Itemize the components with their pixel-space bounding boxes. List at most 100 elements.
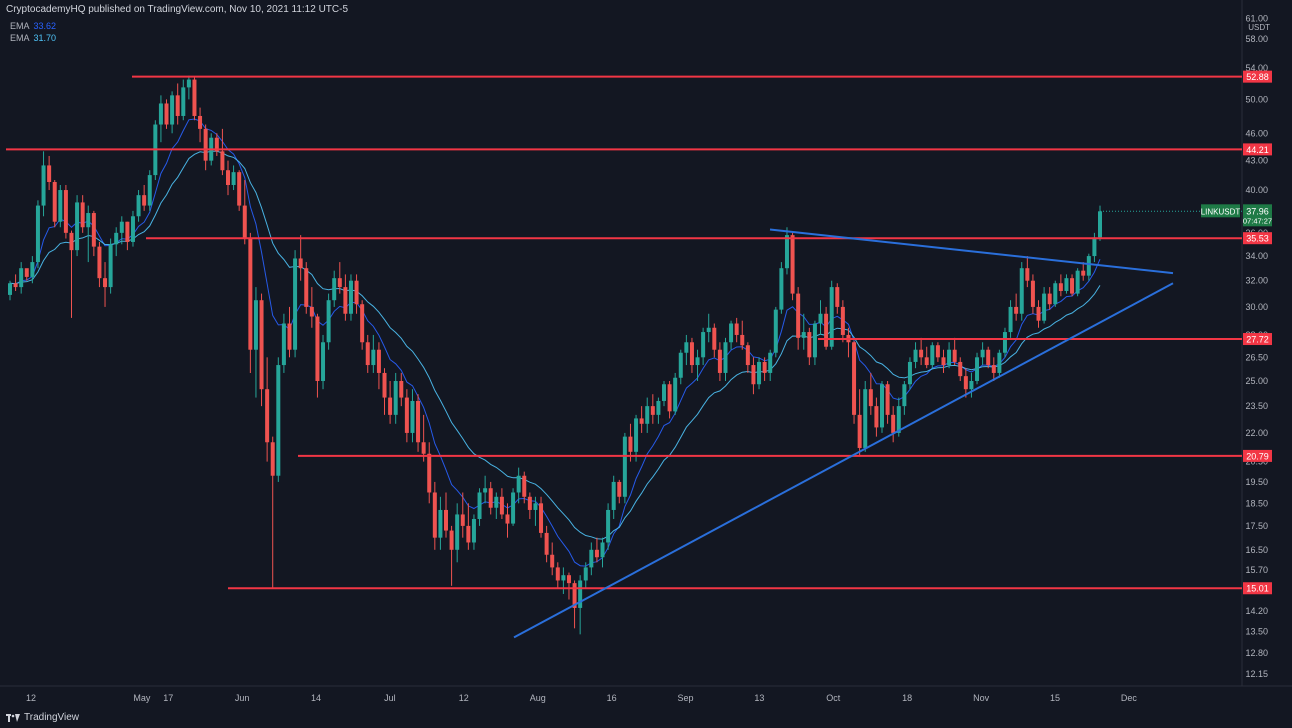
candles <box>8 75 1102 635</box>
candle-body <box>91 213 96 247</box>
candle-body <box>1092 237 1097 257</box>
price-tick-label: 25.00 <box>1245 376 1268 386</box>
candle-body <box>1098 211 1102 238</box>
level-price-tag <box>1243 582 1272 595</box>
candle-body <box>505 514 510 524</box>
tradingview-logo-icon <box>6 713 20 722</box>
candle-body <box>874 406 879 428</box>
candle-body <box>142 195 147 206</box>
candle-body <box>287 323 292 350</box>
candle-body <box>678 352 683 378</box>
candle-body <box>198 115 203 129</box>
candle-body <box>35 205 40 263</box>
candle-body <box>1036 306 1041 321</box>
candle-body <box>1019 268 1024 314</box>
candle-body <box>388 397 393 415</box>
candle-body <box>639 418 644 424</box>
candle-body <box>63 190 68 233</box>
price-tick-label: 12.80 <box>1245 648 1268 658</box>
candle-body <box>293 258 298 350</box>
candle-body <box>488 488 493 508</box>
candle-body <box>717 349 722 373</box>
time-tick-label: 14 <box>311 693 321 703</box>
ema-legend-2[interactable]: EMA 31.70 <box>10 33 56 43</box>
symbol-tag <box>1201 204 1240 218</box>
candle-body <box>298 258 303 269</box>
candle-body <box>1064 278 1069 291</box>
price-tick-label: 22.00 <box>1245 428 1268 438</box>
level-price-label: 52.88 <box>1246 72 1269 82</box>
candle-body <box>762 361 767 373</box>
trendlines[interactable] <box>513 228 1174 639</box>
time-tick-label: May <box>133 693 151 703</box>
price-tick-label: 32.00 <box>1245 276 1268 286</box>
time-tick-label: 16 <box>607 693 617 703</box>
candle-body <box>622 436 627 497</box>
candle-body <box>1030 280 1035 307</box>
ema-legend-1[interactable]: EMA 33.62 <box>10 21 56 31</box>
candle-body <box>958 361 963 377</box>
candle-body <box>779 268 784 310</box>
time-tick-label: Sep <box>677 693 693 703</box>
candle-body <box>1086 256 1091 276</box>
price-tick-label: 26.50 <box>1245 352 1268 362</box>
candle-body <box>667 384 672 412</box>
candle-body <box>768 352 773 373</box>
candle-body <box>539 503 544 533</box>
level-price-tag <box>1243 333 1272 346</box>
candle-body <box>511 492 516 524</box>
candle-body <box>611 481 616 510</box>
time-axis[interactable]: 12 May 17 Jun 14 Jul 12 Aug 16 Sep 13 Oct 18 Nov 15 Dec <box>26 693 1137 703</box>
candle-body <box>824 313 829 347</box>
ema-value: 33.62 <box>33 21 57 31</box>
candle-body <box>840 306 845 335</box>
candle-body <box>494 496 499 508</box>
candle-body <box>86 213 91 228</box>
candle-body <box>321 342 326 381</box>
candle-body <box>1002 332 1007 353</box>
candle-body <box>1008 306 1013 333</box>
candle-body <box>812 323 817 358</box>
price-tick-label: 61.00 <box>1245 14 1268 24</box>
ema-value: 31.70 <box>33 33 57 43</box>
level-price-label: 35.53 <box>1246 234 1269 244</box>
level-price-label: 20.79 <box>1246 451 1269 461</box>
candle-body <box>969 380 974 390</box>
candle-body <box>880 384 884 428</box>
time-tick-label: 12 <box>26 693 36 703</box>
price-tick-label: 43.00 <box>1245 156 1268 166</box>
tradingview-logo[interactable]: TradingView <box>6 712 79 723</box>
candle-body <box>852 342 857 415</box>
candle-body <box>885 384 890 415</box>
horizontal-levels[interactable]: 52.88 44.21 35.53 27.72 20.79 15.01 <box>6 70 1272 595</box>
price-axis[interactable]: 61.0058.0054.0050.0046.0043.0040.0036.00… <box>1245 14 1270 680</box>
level-price-tag <box>1243 449 1272 462</box>
candle-body <box>237 172 242 206</box>
candle-body <box>69 232 74 251</box>
candle-body <box>326 300 331 343</box>
candle-body <box>650 406 655 415</box>
time-tick-label: 15 <box>1050 693 1060 703</box>
candle-body <box>684 342 689 353</box>
candle-body <box>522 475 527 497</box>
level-price-label: 44.21 <box>1246 145 1269 155</box>
ema-label: EMA <box>10 21 30 31</box>
price-tick-label: 58.00 <box>1245 34 1268 44</box>
candle-body <box>399 380 404 398</box>
candle-body <box>47 165 52 183</box>
candle-body <box>935 345 940 358</box>
candle-body <box>600 542 605 558</box>
ema-line-1 <box>9 118 1101 567</box>
candle-body <box>449 530 454 550</box>
candle-body <box>158 103 163 125</box>
candle-body <box>975 357 980 381</box>
time-tick-label: Jun <box>235 693 250 703</box>
level-price-label: 27.72 <box>1246 335 1269 345</box>
candle-body <box>751 365 756 385</box>
candle-body <box>544 532 549 555</box>
candle-body <box>891 414 896 433</box>
candle-body <box>108 244 113 288</box>
candle-body <box>689 342 694 366</box>
